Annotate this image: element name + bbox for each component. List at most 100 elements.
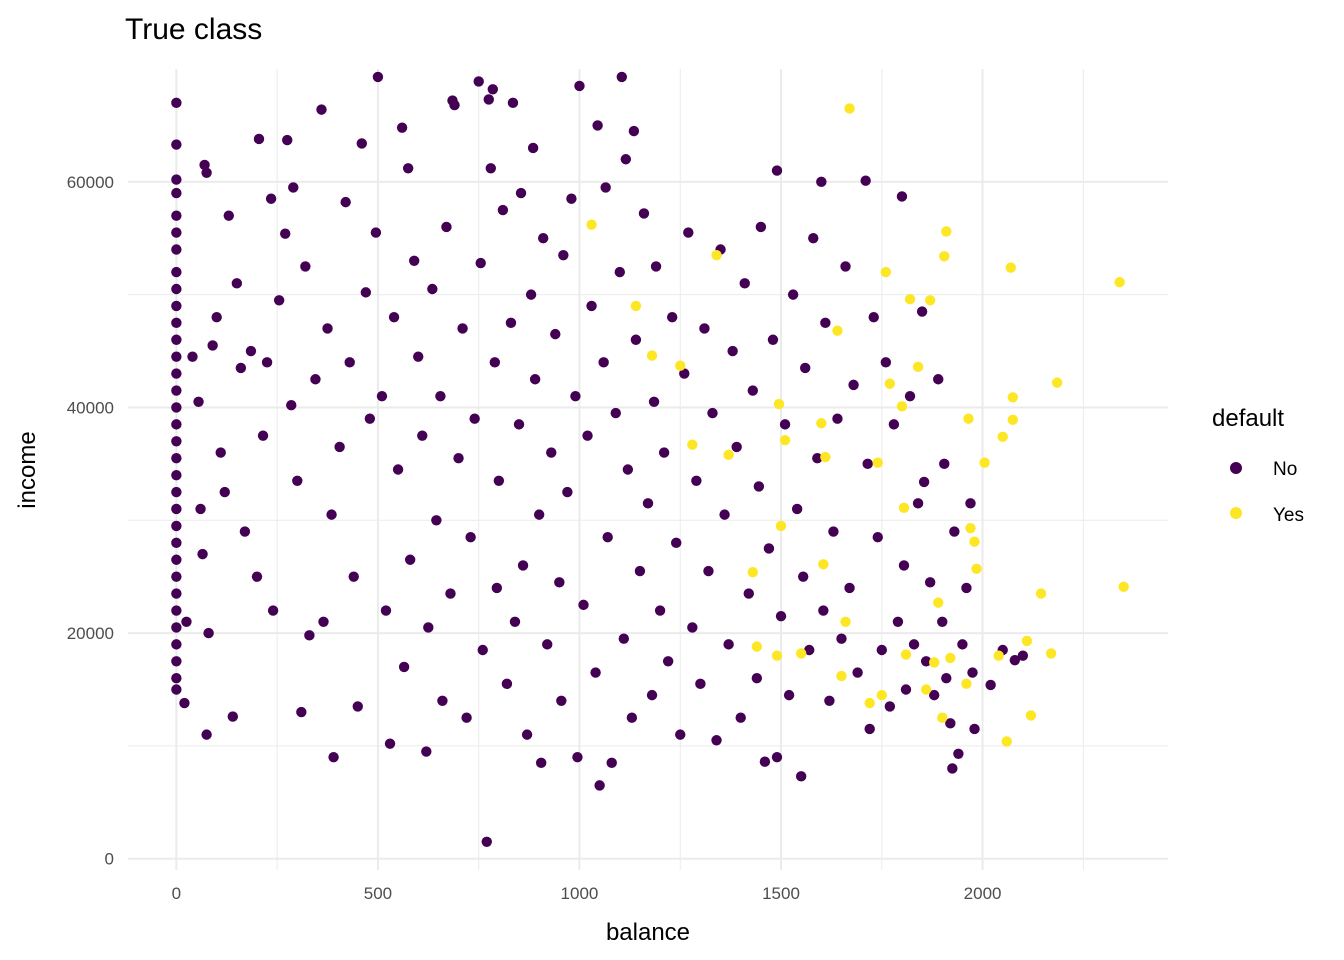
data-point-no xyxy=(824,695,835,706)
legend-title: default xyxy=(1212,405,1284,432)
data-point-no xyxy=(286,399,297,411)
data-point-yes xyxy=(675,360,686,371)
data-point-no xyxy=(457,323,468,334)
y-tick-label: 60000 xyxy=(67,173,114,192)
data-point-no xyxy=(953,748,964,759)
data-point-no xyxy=(642,498,654,509)
data-point-no xyxy=(616,71,627,83)
data-point-no xyxy=(392,464,404,475)
data-point-yes xyxy=(1021,635,1033,647)
data-point-no xyxy=(566,193,577,204)
data-point-no xyxy=(1017,650,1029,661)
data-point-no xyxy=(316,104,327,115)
data-point-no xyxy=(723,639,734,650)
data-point-no xyxy=(507,97,519,109)
data-point-no xyxy=(280,228,291,239)
data-point-no xyxy=(171,351,182,362)
data-point-no xyxy=(441,221,452,233)
data-point-no xyxy=(171,673,182,684)
data-point-yes xyxy=(997,431,1008,442)
data-point-no xyxy=(683,227,694,238)
data-point-no xyxy=(572,751,583,763)
data-point-no xyxy=(945,718,956,729)
data-point-no xyxy=(622,464,634,475)
data-point-no xyxy=(481,836,492,847)
data-point-no xyxy=(828,526,839,537)
data-point-no xyxy=(326,509,337,520)
data-point-no xyxy=(918,476,930,488)
data-point-no xyxy=(171,97,182,109)
data-point-no xyxy=(795,771,807,782)
data-point-no xyxy=(171,283,182,295)
data-point-no xyxy=(267,605,279,616)
data-point-no xyxy=(695,678,706,690)
data-point-yes xyxy=(775,520,787,532)
legend-key-no xyxy=(1230,462,1242,474)
data-point-no xyxy=(900,684,912,695)
x-axis-title: balance xyxy=(606,919,690,946)
data-point-no xyxy=(197,548,208,560)
data-point-no xyxy=(201,729,212,740)
data-point-yes xyxy=(816,418,827,429)
data-point-no xyxy=(171,300,182,312)
data-point-no xyxy=(171,227,182,238)
data-point-no xyxy=(181,616,192,628)
data-point-no xyxy=(904,390,916,402)
data-point-no xyxy=(666,311,678,323)
data-point-no xyxy=(650,261,662,272)
data-point-no xyxy=(525,289,537,300)
data-point-no xyxy=(423,622,434,633)
data-point-yes xyxy=(969,536,980,547)
x-axis-ticks: 0 500 1000 1500 2000 xyxy=(172,884,1002,903)
data-point-no xyxy=(888,419,900,430)
data-point-no xyxy=(654,605,666,616)
data-point-no xyxy=(671,537,682,549)
data-point-no xyxy=(898,560,910,571)
data-point-no xyxy=(340,196,351,208)
data-point-no xyxy=(739,278,750,289)
data-point-yes xyxy=(937,712,948,723)
data-point-no xyxy=(626,712,638,723)
data-point-no xyxy=(227,711,239,722)
data-point-no xyxy=(550,328,561,340)
data-point-no xyxy=(427,283,438,295)
data-point-no xyxy=(413,351,424,362)
data-point-no xyxy=(513,419,525,430)
data-point-no xyxy=(207,340,218,351)
data-point-no xyxy=(292,475,303,486)
data-point-no xyxy=(820,317,831,329)
data-point-yes xyxy=(773,398,785,410)
data-point-yes xyxy=(818,559,829,570)
data-point-no xyxy=(288,182,299,193)
data-point-no xyxy=(304,630,315,641)
data-point-no xyxy=(171,588,182,599)
data-point-yes xyxy=(920,684,932,695)
x-tick-label: 1500 xyxy=(762,884,800,903)
data-point-no xyxy=(675,729,686,740)
data-point-no xyxy=(489,357,501,368)
data-point-yes xyxy=(832,325,843,336)
data-point-yes xyxy=(1035,588,1047,599)
data-point-no xyxy=(171,453,182,464)
data-point-no xyxy=(920,656,932,667)
data-point-yes xyxy=(880,266,892,278)
data-point-no xyxy=(515,187,527,199)
data-point-no xyxy=(171,317,182,329)
data-point-no xyxy=(590,667,601,678)
data-point-no xyxy=(711,735,722,746)
data-point-no xyxy=(779,419,791,430)
data-point-no xyxy=(171,639,182,650)
data-point-yes xyxy=(1118,581,1129,593)
data-point-no xyxy=(527,142,539,154)
data-point-no xyxy=(679,368,690,379)
data-point-no xyxy=(941,673,952,684)
data-point-yes xyxy=(820,451,831,463)
data-point-no xyxy=(322,323,333,334)
data-point-no xyxy=(775,610,787,622)
data-point-no xyxy=(171,187,182,199)
data-point-no xyxy=(497,204,509,216)
data-point-no xyxy=(634,565,646,577)
data-point-no xyxy=(864,723,875,735)
data-point-yes xyxy=(711,249,722,261)
data-point-no xyxy=(707,407,718,419)
